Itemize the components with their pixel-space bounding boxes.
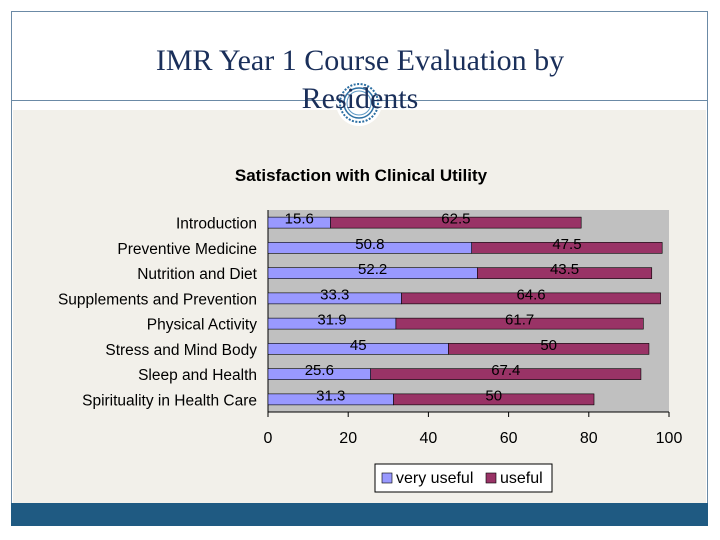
- data-label-useful-supplements-and-prevention: 64.6: [516, 286, 545, 303]
- legend-label-very-useful: very useful: [396, 470, 473, 487]
- x-tick-label-60: 60: [500, 430, 518, 447]
- bar-useful-sleep-and-health: [370, 368, 642, 380]
- x-tick-label-100: 100: [656, 430, 683, 447]
- category-label-preventive-medicine: Preventive Medicine: [117, 241, 257, 258]
- data-label-very-useful-nutrition-and-diet: 52.2: [358, 261, 387, 278]
- data-label-very-useful-stress-and-mind-body: 45: [350, 337, 367, 354]
- data-label-very-useful-physical-activity: 31.9: [317, 312, 346, 329]
- category-label-sleep-and-health: Sleep and Health: [138, 367, 257, 384]
- bar-useful-introduction: [330, 216, 582, 229]
- bar-useful-stress-and-mind-body: [448, 343, 650, 355]
- data-label-useful-preventive-medicine: 47.5: [552, 236, 581, 253]
- category-label-spirituality-in-health-care: Spirituality in Health Care: [82, 392, 257, 409]
- data-label-useful-introduction: 62.5: [441, 211, 470, 228]
- x-tick-label-0: 0: [264, 430, 273, 447]
- page-title: IMR Year 1 Course Evaluation by Resident…: [155, 44, 565, 115]
- bar-useful-physical-activity: [395, 317, 644, 330]
- bar-useful-nutrition-and-diet: [477, 267, 653, 279]
- legend-box: [374, 463, 553, 493]
- data-label-very-useful-supplements-and-prevention: 33.3: [320, 286, 349, 303]
- category-label-introduction: Introduction: [176, 216, 257, 233]
- legend-label-useful: useful: [500, 470, 543, 487]
- data-label-useful-physical-activity: 61.7: [505, 312, 534, 329]
- legend-swatch-useful: [485, 472, 497, 484]
- legend-swatch-very-useful: [381, 472, 393, 484]
- data-label-useful-spirituality-in-health-care: 50: [485, 387, 502, 404]
- bar-useful-preventive-medicine: [471, 242, 663, 254]
- x-tick-label-20: 20: [339, 430, 357, 447]
- x-tick-label-40: 40: [420, 430, 438, 447]
- bottom-band: [11, 503, 708, 526]
- data-label-very-useful-spirituality-in-health-care: 31.3: [316, 387, 345, 404]
- bar-useful-supplements-and-prevention: [401, 292, 661, 305]
- category-label-supplements-and-prevention: Supplements and Prevention: [58, 291, 257, 308]
- data-label-useful-stress-and-mind-body: 50: [540, 337, 557, 354]
- data-label-useful-sleep-and-health: 67.4: [491, 362, 520, 379]
- chart-title: Satisfaction with Clinical Utility: [235, 166, 488, 185]
- bar-useful-spirituality-in-health-care: [393, 393, 595, 406]
- ornament-icon: [336, 80, 382, 126]
- category-label-nutrition-and-diet: Nutrition and Diet: [137, 266, 257, 283]
- data-label-very-useful-introduction: 15.6: [285, 211, 314, 228]
- data-label-very-useful-preventive-medicine: 50.8: [355, 236, 384, 253]
- data-label-useful-nutrition-and-diet: 43.5: [550, 261, 579, 278]
- category-label-physical-activity: Physical Activity: [147, 317, 258, 334]
- data-label-very-useful-sleep-and-health: 25.6: [305, 362, 334, 379]
- category-label-stress-and-mind-body: Stress and Mind Body: [105, 342, 257, 359]
- x-tick-label-80: 80: [580, 430, 598, 447]
